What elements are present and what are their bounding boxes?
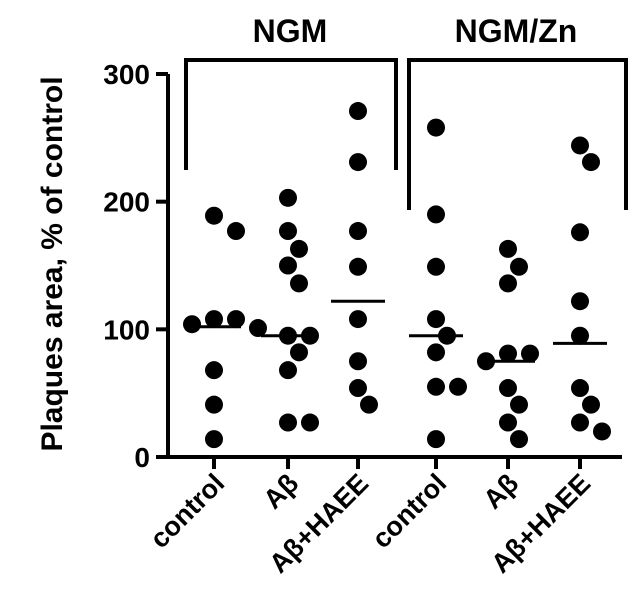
data-point [205,395,223,414]
data-point [571,326,589,345]
data-point [349,222,367,241]
data-point [249,319,267,338]
data-point [499,413,517,432]
data-point [279,361,297,380]
data-point [349,257,367,276]
data-point [582,395,600,414]
data-point [279,222,297,241]
y-tick-label: 100 [103,314,150,345]
data-point [510,395,528,414]
x-tick-label: Aβ [478,468,525,515]
data-point [571,292,589,311]
data-point [227,222,245,241]
data-point [360,395,378,414]
data-point [279,413,297,432]
y-tick-label: 200 [103,187,150,218]
data-point [499,239,517,258]
data-point [349,153,367,172]
data-point [521,344,539,363]
x-tick-label: Aβ [258,468,305,515]
data-point [301,326,319,345]
data-point [593,422,611,441]
data-point [279,188,297,207]
data-point [290,343,308,362]
data-point [499,274,517,293]
data-point [349,102,367,121]
data-point [427,343,445,362]
data-point [510,257,528,276]
data-point [582,153,600,172]
data-point [183,315,201,334]
data-point [349,310,367,329]
data-point [477,352,495,371]
data-point [227,310,245,329]
data-point [571,379,589,398]
data-point [427,430,445,449]
group-bracket-ngm-zn [407,58,628,210]
group-label-ngm-zn: NGM/Zn [455,13,578,49]
data-point [301,413,319,432]
data-point [427,205,445,224]
data-point [205,206,223,225]
y-axis-title: Plaques area, % of control [36,76,69,451]
data-point [571,223,589,242]
data-point [449,377,467,396]
group-label-ngm: NGM [253,13,328,49]
y-tick-label: 0 [134,442,150,473]
data-point [349,352,367,371]
data-point [499,344,517,363]
data-point [499,379,517,398]
group-bracket-ngm [184,58,398,170]
data-point [290,274,308,293]
y-tick-label: 300 [103,59,150,90]
data-point [349,379,367,398]
data-point [205,430,223,449]
data-point [427,118,445,137]
data-point [571,136,589,155]
data-point [205,310,223,329]
x-tick-label: control [366,468,452,554]
data-point [427,257,445,276]
data-point [290,239,308,258]
data-point [571,413,589,432]
data-point [427,377,445,396]
x-tick-label: control [144,468,230,554]
data-point [438,326,456,345]
data-point [427,310,445,329]
data-point [279,326,297,345]
data-point [510,430,528,449]
data-point [279,256,297,275]
data-point [205,361,223,380]
